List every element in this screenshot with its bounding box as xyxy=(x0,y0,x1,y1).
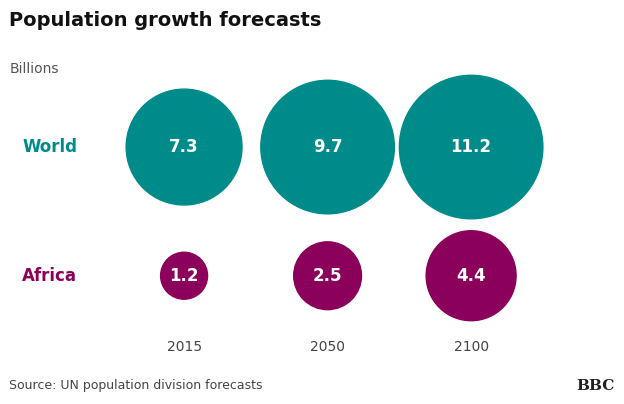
Text: 2100: 2100 xyxy=(454,341,489,354)
Text: 9.7: 9.7 xyxy=(313,138,343,156)
Ellipse shape xyxy=(399,75,543,219)
Text: Africa: Africa xyxy=(22,267,77,285)
Text: Population growth forecasts: Population growth forecasts xyxy=(9,11,322,30)
Ellipse shape xyxy=(261,80,394,214)
Text: 2015: 2015 xyxy=(167,341,202,354)
Ellipse shape xyxy=(426,231,516,321)
Text: 7.3: 7.3 xyxy=(169,138,199,156)
Ellipse shape xyxy=(294,242,361,309)
Text: World: World xyxy=(22,138,77,156)
Text: 4.4: 4.4 xyxy=(456,267,486,285)
Ellipse shape xyxy=(126,89,242,205)
Text: Source: UN population division forecasts: Source: UN population division forecasts xyxy=(9,379,263,392)
Text: 2.5: 2.5 xyxy=(313,267,343,285)
Text: 11.2: 11.2 xyxy=(451,138,492,156)
Text: 2050: 2050 xyxy=(310,341,345,354)
Ellipse shape xyxy=(160,252,208,299)
Text: Billions: Billions xyxy=(9,63,59,76)
Text: BBC: BBC xyxy=(577,379,615,393)
Text: 1.2: 1.2 xyxy=(169,267,199,285)
